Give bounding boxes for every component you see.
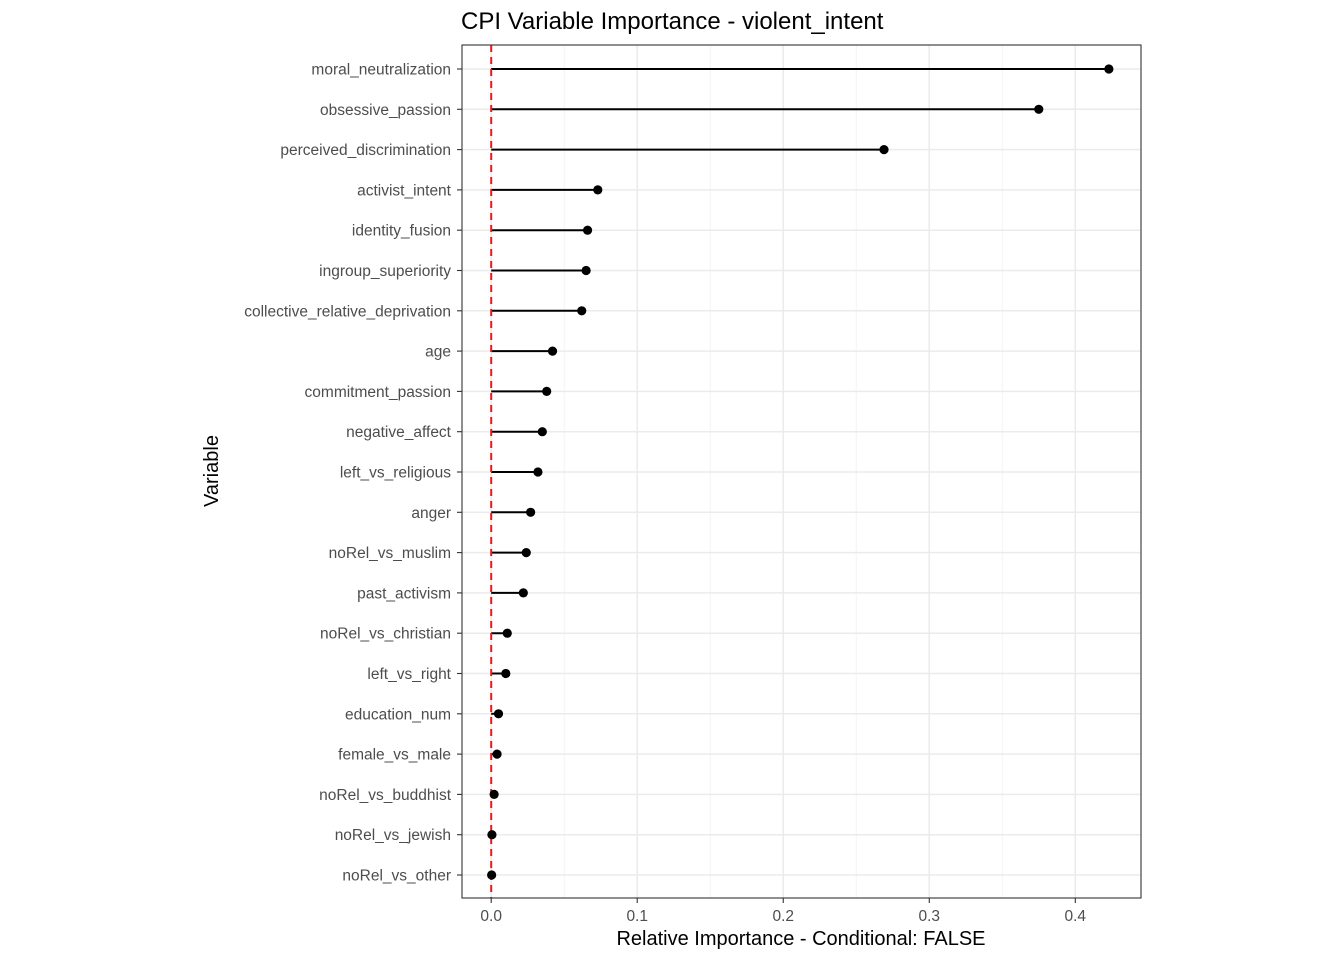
lollipop-point: [489, 789, 499, 800]
lollipop-point: [542, 386, 552, 396]
lollipop-point: [526, 507, 536, 517]
chart-title: CPI Variable Importance - violent_intent: [461, 8, 884, 35]
x-tick-label: 0.3: [918, 908, 940, 925]
lollipop-point: [518, 588, 528, 598]
lollipop-point: [492, 749, 502, 759]
lollipop-point: [487, 870, 497, 880]
y-tick-label: female_vs_male: [338, 747, 451, 764]
y-tick-label: identity_fusion: [352, 223, 451, 240]
lollipop-point: [487, 830, 497, 840]
y-tick-label: education_num: [345, 706, 451, 723]
lollipop-point: [502, 628, 512, 638]
lollipop-point: [533, 467, 543, 477]
y-tick-label: past_activism: [357, 585, 451, 602]
y-tick-label: left_vs_right: [367, 666, 451, 683]
point-layer: [487, 64, 1114, 880]
y-tick-label: perceived_discrimination: [280, 142, 451, 159]
lollipop-point: [879, 145, 889, 155]
y-tick-label: moral_neutralization: [311, 62, 451, 79]
lollipop-point: [537, 427, 547, 437]
y-tick-label: left_vs_religious: [340, 465, 451, 482]
lollipop-point: [577, 306, 587, 316]
y-tick-label: noRel_vs_buddhist: [319, 787, 452, 804]
y-tick-label: ingroup_superiority: [319, 263, 451, 280]
y-tick-label: commitment_passion: [305, 384, 451, 401]
y-tick-label: negative_affect: [346, 424, 452, 441]
x-tick-label: 0.4: [1065, 908, 1087, 925]
y-tick-label: noRel_vs_other: [342, 868, 451, 885]
lollipop-point: [521, 548, 531, 558]
x-tick-label: 0.0: [480, 908, 502, 925]
y-tick-label: collective_relative_deprivation: [244, 303, 451, 320]
stem-layer: [491, 68, 1109, 876]
x-axis: 0.0 0.1 0.2 0.3 0.4: [480, 898, 1086, 925]
lollipop-point: [501, 668, 511, 679]
grid-layer: [462, 45, 1141, 898]
x-tick-label: 0.1: [626, 908, 648, 925]
y-tick-label: age: [425, 344, 451, 361]
lollipop-point: [493, 709, 504, 719]
lollipop-point: [593, 185, 603, 195]
y-axis-title: Variable: [201, 435, 223, 507]
x-tick-label: 0.2: [772, 908, 794, 925]
lollipop-point: [547, 346, 558, 356]
y-tick-label: obsessive_passion: [320, 102, 451, 119]
y-tick-label: anger: [411, 505, 451, 522]
lollipop-point: [1104, 64, 1114, 74]
y-tick-label: noRel_vs_jewish: [335, 827, 451, 844]
y-tick-label: activist_intent: [357, 182, 452, 199]
x-axis-title: Relative Importance - Conditional: FALSE: [616, 928, 985, 950]
y-tick-label: noRel_vs_muslim: [329, 545, 451, 562]
y-axis: moral_neutralization obsessive_passionper…: [244, 62, 462, 885]
lollipop-point: [582, 225, 593, 235]
y-tick-label: noRel_vs_christian: [320, 626, 451, 643]
lollipop-point: [1034, 104, 1044, 114]
lollipop-point: [581, 265, 591, 276]
